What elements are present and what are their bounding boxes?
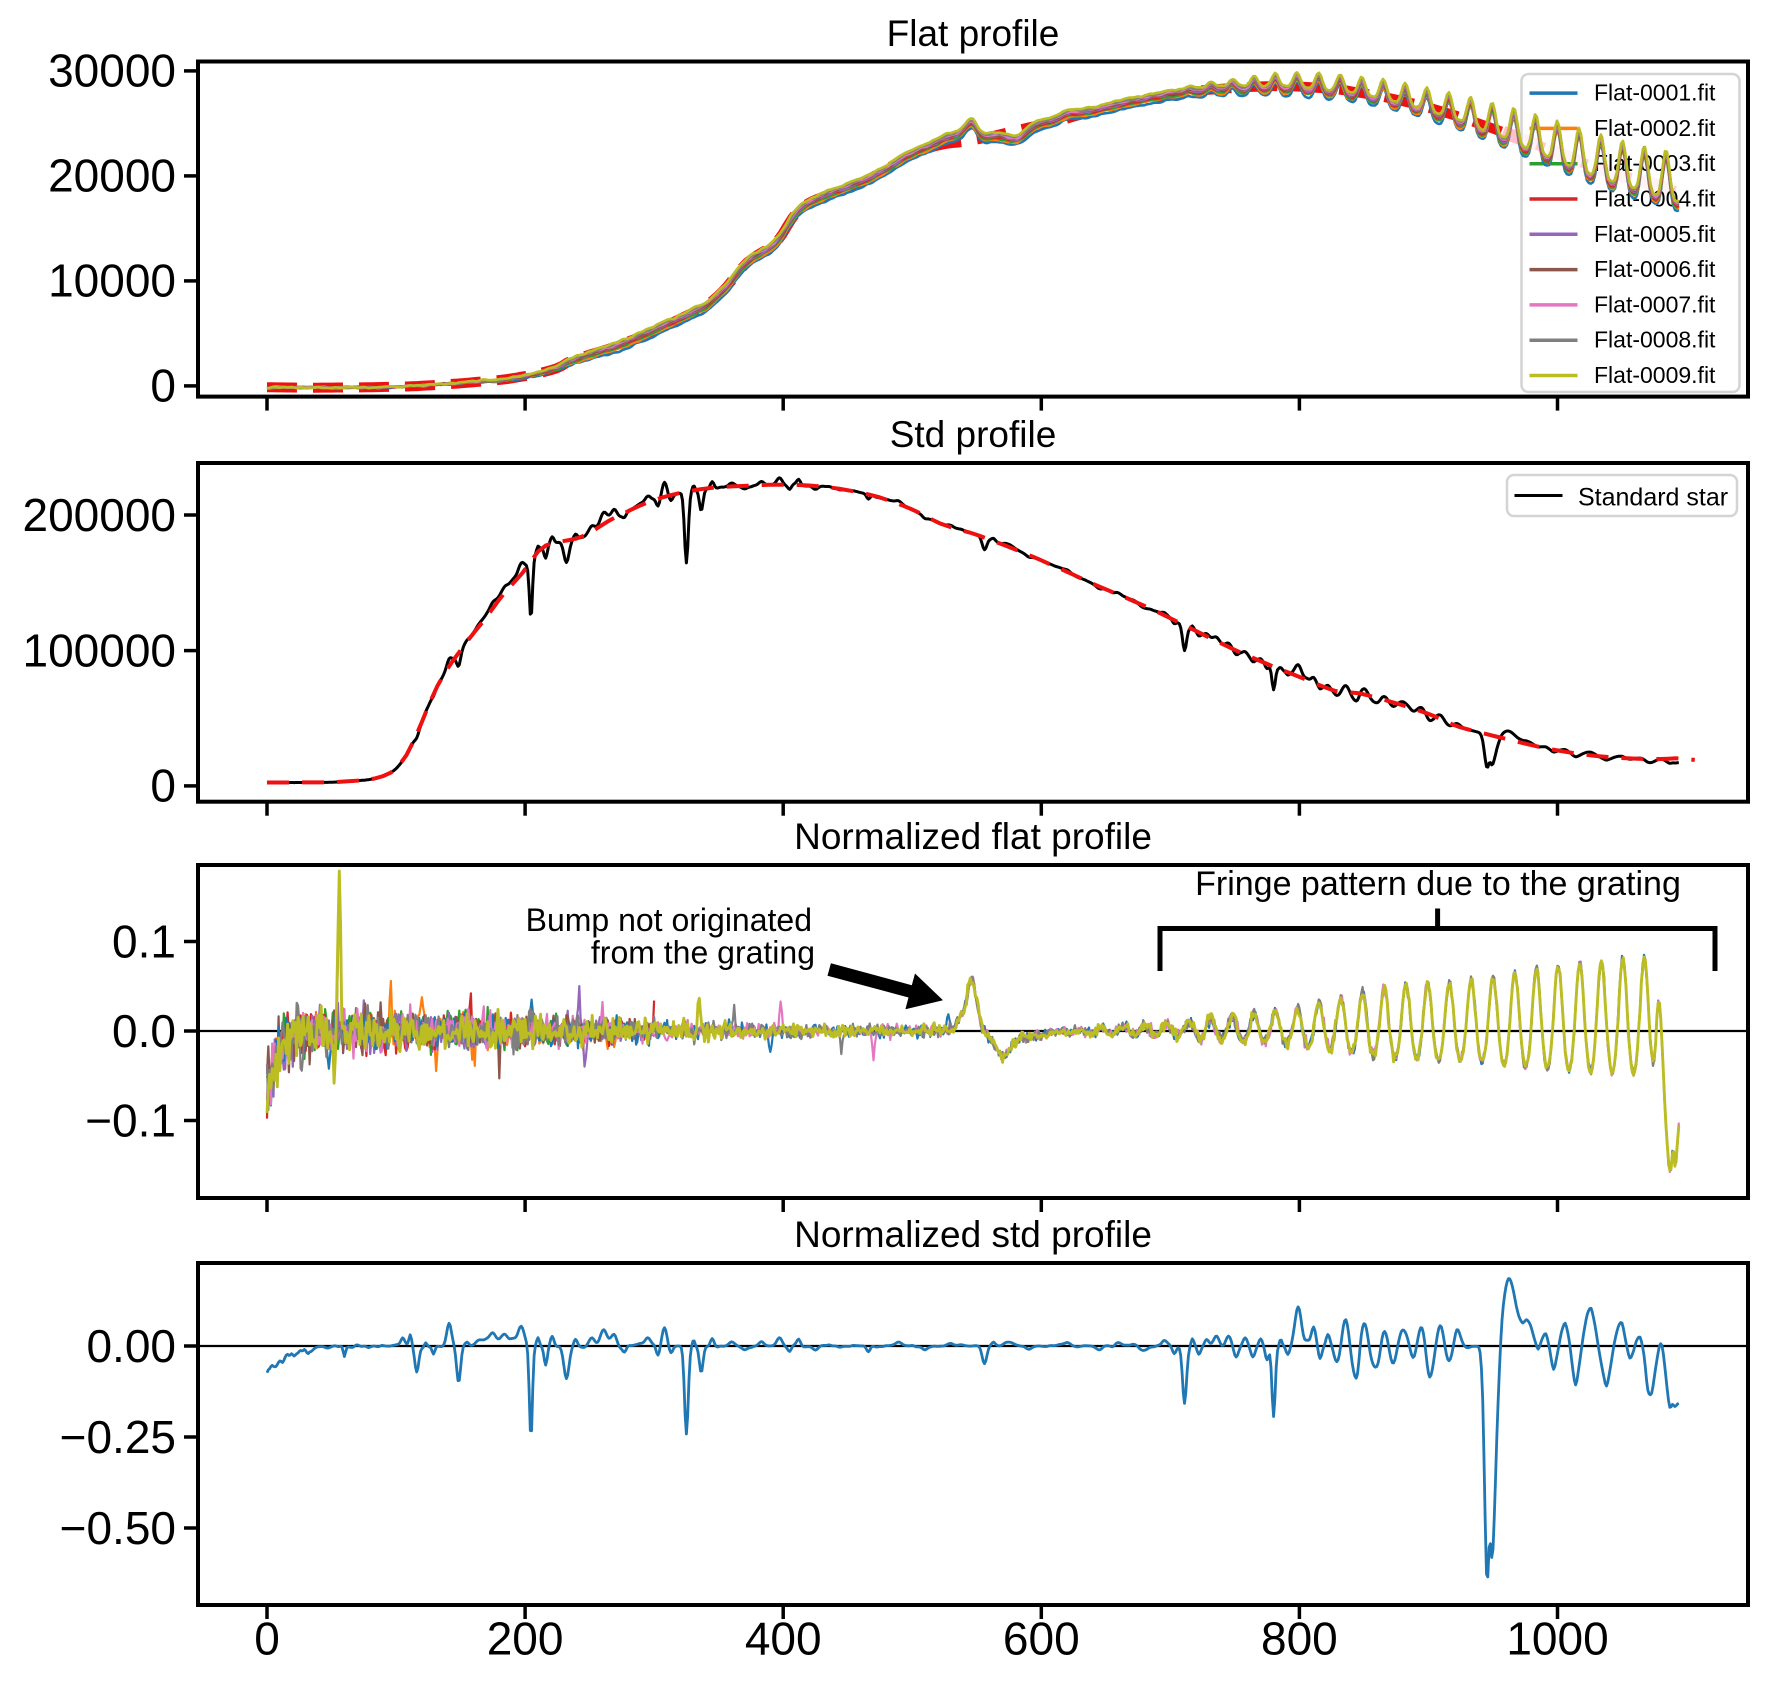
svg-text:Flat-0008.fit: Flat-0008.fit: [1594, 327, 1716, 353]
svg-text:30000: 30000: [48, 45, 176, 97]
svg-text:Flat-0007.fit: Flat-0007.fit: [1594, 291, 1716, 317]
svg-text:Flat-0002.fit: Flat-0002.fit: [1594, 115, 1716, 141]
svg-text:10000: 10000: [48, 255, 176, 307]
svg-text:−0.25: −0.25: [60, 1411, 176, 1463]
svg-text:0: 0: [150, 760, 176, 812]
svg-text:Normalized flat profile: Normalized flat profile: [794, 816, 1152, 857]
svg-text:1000: 1000: [1506, 1613, 1608, 1665]
svg-text:Flat-0003.fit: Flat-0003.fit: [1594, 150, 1716, 176]
svg-text:Flat-0001.fit: Flat-0001.fit: [1594, 80, 1716, 106]
svg-text:0: 0: [150, 360, 176, 412]
svg-text:Std profile: Std profile: [890, 414, 1057, 455]
svg-text:Flat profile: Flat profile: [887, 13, 1060, 54]
svg-text:Bump not originated: Bump not originated: [526, 902, 812, 938]
svg-text:0.0: 0.0: [112, 1005, 176, 1057]
svg-text:−0.1: −0.1: [85, 1094, 176, 1146]
svg-text:200: 200: [487, 1613, 564, 1665]
svg-text:0.1: 0.1: [112, 915, 176, 967]
svg-text:Flat-0006.fit: Flat-0006.fit: [1594, 256, 1716, 282]
svg-text:600: 600: [1003, 1613, 1080, 1665]
svg-text:20000: 20000: [48, 150, 176, 202]
svg-text:from the grating: from the grating: [591, 934, 815, 970]
svg-text:Flat-0005.fit: Flat-0005.fit: [1594, 221, 1716, 247]
svg-text:Standard star: Standard star: [1578, 484, 1728, 512]
svg-text:0.00: 0.00: [86, 1320, 176, 1372]
svg-text:800: 800: [1261, 1613, 1338, 1665]
svg-text:Normalized std profile: Normalized std profile: [794, 1214, 1152, 1255]
svg-text:400: 400: [745, 1613, 822, 1665]
svg-text:−0.50: −0.50: [60, 1502, 176, 1554]
svg-text:200000: 200000: [23, 489, 177, 541]
svg-text:0: 0: [254, 1613, 280, 1665]
svg-text:Fringe pattern due to the grat: Fringe pattern due to the grating: [1195, 865, 1681, 903]
svg-text:100000: 100000: [23, 624, 177, 676]
svg-text:Flat-0009.fit: Flat-0009.fit: [1594, 362, 1716, 388]
